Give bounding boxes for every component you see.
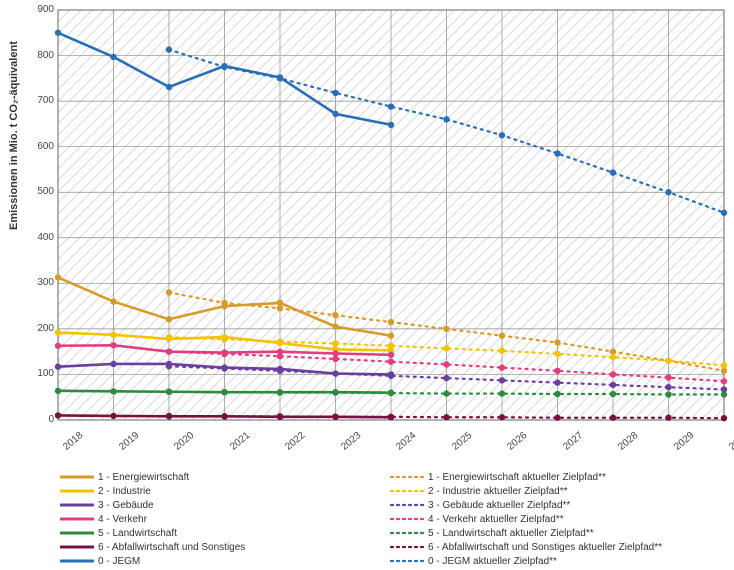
- legend-item: 1 - Energiewirtschaft: [60, 470, 390, 484]
- legend-item: 4 - Verkehr: [60, 512, 390, 526]
- legend-label: 5 - Landwirtschaft aktueller Zielpfad**: [424, 528, 594, 539]
- legend-item: 0 - JEGM: [60, 554, 390, 568]
- y-tick-label: 400: [26, 232, 54, 243]
- y-tick-label: 200: [26, 323, 54, 334]
- legend-swatch: [390, 484, 424, 498]
- x-tick-label: 2018: [61, 430, 85, 453]
- legend-swatch: [390, 470, 424, 484]
- legend-item: 0 - JEGM aktueller Zielpfad**: [390, 554, 720, 568]
- legend-swatch: [60, 484, 94, 498]
- x-tick-label: 2020: [172, 430, 196, 453]
- legend-item: 2 - Industrie: [60, 484, 390, 498]
- legend-swatch: [60, 526, 94, 540]
- x-tick-label: 2026: [505, 430, 529, 453]
- legend-label: 5 - Landwirtschaft: [94, 528, 177, 539]
- legend-label: 0 - JEGM: [94, 556, 140, 567]
- x-tick-label: 2025: [450, 430, 474, 453]
- legend-label: 4 - Verkehr: [94, 514, 147, 525]
- x-tick-label: 2030: [727, 430, 734, 453]
- legend-swatch: [390, 554, 424, 568]
- y-tick-label: 300: [26, 277, 54, 288]
- legend-label: 6 - Abfallwirtschaft und Sonstiges aktue…: [424, 542, 662, 553]
- legend-item: 6 - Abfallwirtschaft und Sonstiges: [60, 540, 390, 554]
- x-tick-label: 2019: [117, 430, 141, 453]
- legend-swatch: [390, 512, 424, 526]
- legend-label: 0 - JEGM aktueller Zielpfad**: [424, 556, 557, 567]
- legend-swatch: [60, 540, 94, 554]
- legend-label: 1 - Energiewirtschaft aktueller Zielpfad…: [424, 472, 606, 483]
- legend-swatch: [60, 554, 94, 568]
- legend-item: 5 - Landwirtschaft aktueller Zielpfad**: [390, 526, 720, 540]
- legend-label: 4 - Verkehr aktueller Zielpfad**: [424, 514, 564, 525]
- legend-label: 1 - Energiewirtschaft: [94, 472, 189, 483]
- y-tick-label: 0: [26, 414, 54, 425]
- x-tick-label: 2028: [616, 430, 640, 453]
- x-tick-label: 2022: [283, 430, 307, 453]
- legend-swatch: [60, 470, 94, 484]
- x-tick-label: 2027: [561, 430, 585, 453]
- legend-swatch: [390, 498, 424, 512]
- legend-item: 3 - Gebäude aktueller Zielpfad**: [390, 498, 720, 512]
- y-tick-label: 700: [26, 95, 54, 106]
- emissions-line-chart: [0, 0, 734, 430]
- legend-label: 3 - Gebäude aktueller Zielpfad**: [424, 500, 570, 511]
- legend-label: 3 - Gebäude: [94, 500, 154, 511]
- legend-item: 1 - Energiewirtschaft aktueller Zielpfad…: [390, 470, 720, 484]
- legend-swatch: [60, 498, 94, 512]
- x-tick-label: 2023: [339, 430, 363, 453]
- y-axis-title: Emissionen in Mio. t CO₂-äquivalent: [8, 41, 20, 230]
- y-tick-label: 900: [26, 4, 54, 15]
- legend-item: 5 - Landwirtschaft: [60, 526, 390, 540]
- legend-label: 2 - Industrie: [94, 486, 151, 497]
- x-tick-label: 2029: [672, 430, 696, 453]
- legend-swatch: [390, 540, 424, 554]
- legend-item: 6 - Abfallwirtschaft und Sonstiges aktue…: [390, 540, 720, 554]
- legend-label: 6 - Abfallwirtschaft und Sonstiges: [94, 542, 245, 553]
- legend-item: 4 - Verkehr aktueller Zielpfad**: [390, 512, 720, 526]
- legend-swatch: [390, 526, 424, 540]
- y-tick-label: 500: [26, 186, 54, 197]
- y-tick-label: 800: [26, 50, 54, 61]
- x-tick-label: 2024: [394, 430, 418, 453]
- legend-swatch: [60, 512, 94, 526]
- legend-item: 2 - Industrie aktueller Zielpfad**: [390, 484, 720, 498]
- y-tick-label: 600: [26, 141, 54, 152]
- y-tick-label: 100: [26, 368, 54, 379]
- x-tick-label: 2021: [228, 430, 252, 453]
- legend-label: 2 - Industrie aktueller Zielpfad**: [424, 486, 568, 497]
- legend-item: 3 - Gebäude: [60, 498, 390, 512]
